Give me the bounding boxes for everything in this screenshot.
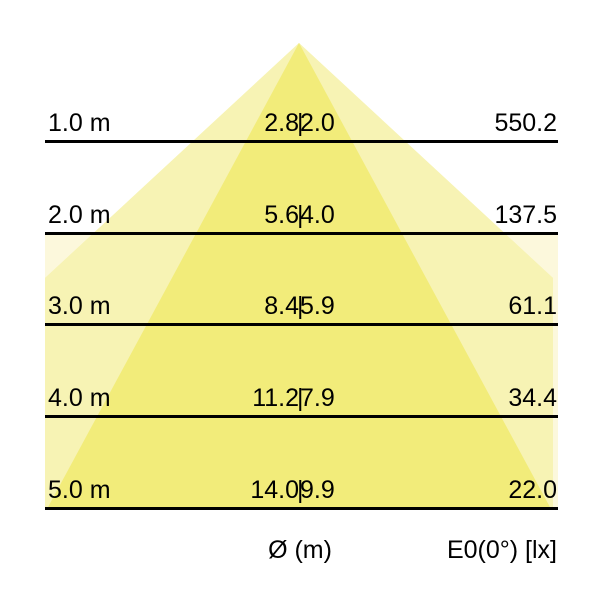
plane-line-5 — [45, 507, 558, 510]
plane-line-1 — [45, 140, 558, 143]
row-diameter-outer-3: 8.4 — [264, 292, 299, 320]
row-distance-4: 4.0 m — [48, 384, 111, 412]
row-labels-5: 5.0 m 14.0 | 9.9 22.0 — [45, 473, 558, 507]
row-illuminance-3: 61.1 — [508, 292, 557, 320]
row-illuminance-2: 137.5 — [494, 201, 557, 229]
row-illuminance-5: 22.0 — [508, 476, 557, 504]
row-labels-1: 1.0 m 2.8 | 2.0 550.2 — [45, 106, 558, 140]
row-illuminance-1: 550.2 — [494, 109, 557, 137]
row-diameter-inner-1: 2.0 — [300, 109, 335, 137]
row-distance-5: 5.0 m — [48, 476, 111, 504]
caption-diameter: Ø (m) — [268, 536, 332, 564]
row-diameter-outer-2: 5.6 — [264, 201, 299, 229]
row-distance-1: 1.0 m — [48, 109, 111, 137]
row-distance-3: 3.0 m — [48, 292, 111, 320]
row-diameter-inner-4: 7.9 — [300, 384, 335, 412]
row-distance-2: 2.0 m — [48, 201, 111, 229]
row-diameter-outer-4: 11.2 — [252, 384, 299, 412]
row-labels-3: 3.0 m 8.4 | 5.9 61.1 — [45, 289, 558, 323]
row-labels-2: 2.0 m 5.6 | 4.0 137.5 — [45, 198, 558, 232]
beam-inner-cone — [47, 43, 551, 509]
axis-captions: Ø (m) E0(0°) [lx] — [45, 533, 558, 567]
row-diameter-inner-5: 9.9 — [300, 476, 335, 504]
plane-line-2 — [45, 232, 558, 235]
plane-line-4 — [45, 415, 558, 418]
plane-line-3 — [45, 323, 558, 326]
row-diameter-inner-3: 5.9 — [300, 292, 335, 320]
caption-illuminance: E0(0°) [lx] — [446, 536, 557, 564]
row-labels-4: 4.0 m 11.2 | 7.9 34.4 — [45, 381, 558, 415]
row-diameter-outer-1: 2.8 — [264, 109, 299, 137]
row-diameter-inner-2: 4.0 — [300, 201, 335, 229]
row-diameter-outer-5: 14.0 — [250, 476, 299, 504]
row-illuminance-4: 34.4 — [508, 384, 557, 412]
